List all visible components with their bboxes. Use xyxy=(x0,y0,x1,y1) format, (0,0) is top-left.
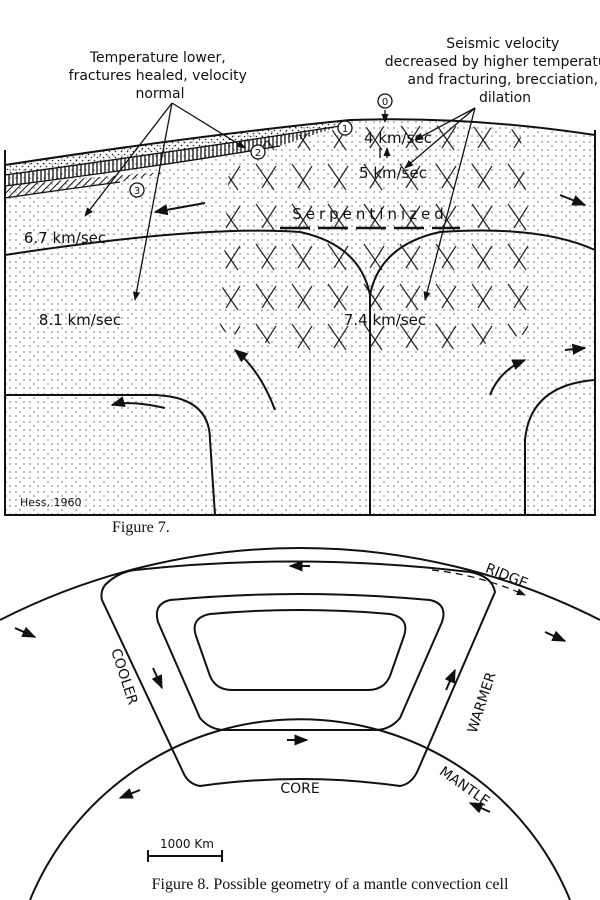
flow-arrow xyxy=(444,668,456,691)
flow-arrow xyxy=(14,626,37,638)
flow-arrow xyxy=(564,343,587,355)
pointer xyxy=(380,148,387,158)
scale-bar xyxy=(147,850,223,862)
layer-line xyxy=(4,181,121,199)
ridge-arrow xyxy=(431,569,526,596)
velocity-label: 6.7 km/sec xyxy=(24,229,106,247)
sea-floor xyxy=(4,118,596,166)
marker-circle xyxy=(129,182,145,198)
pointer xyxy=(171,102,246,149)
marker: 0 xyxy=(382,97,388,108)
marker-circle xyxy=(377,93,393,109)
convection-left xyxy=(5,394,216,516)
pointer xyxy=(414,107,476,141)
caption: Figure 8. Possible geometry of a mantle … xyxy=(152,876,509,893)
velocity-label: 5 km/sec xyxy=(359,164,427,182)
scale-label: 1000 Km xyxy=(160,837,214,851)
serpentinized-label: Serpentinized xyxy=(292,205,448,223)
marker-circle xyxy=(250,144,266,160)
flow-arrow xyxy=(118,788,141,799)
markers: 0 1 2 3 xyxy=(129,93,393,198)
marker: 3 xyxy=(134,186,140,197)
temperature-label: Temperature lower, fractures healed, vel… xyxy=(69,50,252,102)
flow-arrow xyxy=(151,667,163,690)
pointer xyxy=(132,102,173,301)
figure-8: 1000 Km RIDGE COOLER WARMER MANTLE CORE … xyxy=(0,547,600,900)
warmer-label: WARMER xyxy=(465,670,500,735)
marker: 1 xyxy=(342,124,348,135)
flow-arrow xyxy=(468,802,491,814)
inner-loop xyxy=(155,593,445,731)
layer-2 xyxy=(5,126,340,186)
convection-right xyxy=(524,379,596,515)
marker-circle xyxy=(337,120,353,136)
figure-7: Temperature lower, fractures healed, vel… xyxy=(4,36,600,536)
cooler-label: COOLER xyxy=(107,647,140,708)
convection-cell xyxy=(100,560,497,788)
frame xyxy=(4,130,596,516)
flow-arrow xyxy=(559,194,587,206)
sediment-layer xyxy=(5,120,350,175)
flow-arrow xyxy=(233,349,276,411)
seismic-label: Seismic velocity decreased by higher tem… xyxy=(385,36,600,106)
pointer xyxy=(423,107,476,301)
core-loop xyxy=(193,609,407,691)
flow-arrow xyxy=(110,396,166,409)
velocity-label: 8.1 km/sec xyxy=(39,311,121,329)
layer-line xyxy=(4,145,281,187)
velocity-label: 7.4 km/sec xyxy=(344,311,426,329)
moho xyxy=(4,229,596,296)
core-label: CORE xyxy=(280,781,319,797)
caption: Figure 7. xyxy=(112,519,170,536)
flow-arrow xyxy=(489,359,527,396)
core-boundary xyxy=(29,718,571,900)
flow-arrow xyxy=(544,630,567,642)
fracture-hatch xyxy=(220,125,540,355)
velocity-label: 4 km/sec xyxy=(364,129,432,147)
pointer xyxy=(404,107,476,169)
marker: 2 xyxy=(255,148,261,159)
flow-arrow xyxy=(153,202,206,216)
earth-surface xyxy=(0,547,600,621)
pointer xyxy=(84,102,173,217)
layer-line xyxy=(4,125,341,176)
credit: Hess, 1960 xyxy=(20,496,82,509)
